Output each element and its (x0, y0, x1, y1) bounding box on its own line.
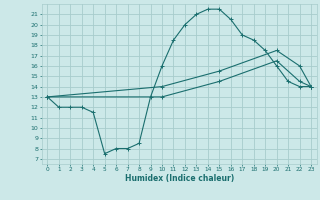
X-axis label: Humidex (Indice chaleur): Humidex (Indice chaleur) (124, 174, 234, 183)
